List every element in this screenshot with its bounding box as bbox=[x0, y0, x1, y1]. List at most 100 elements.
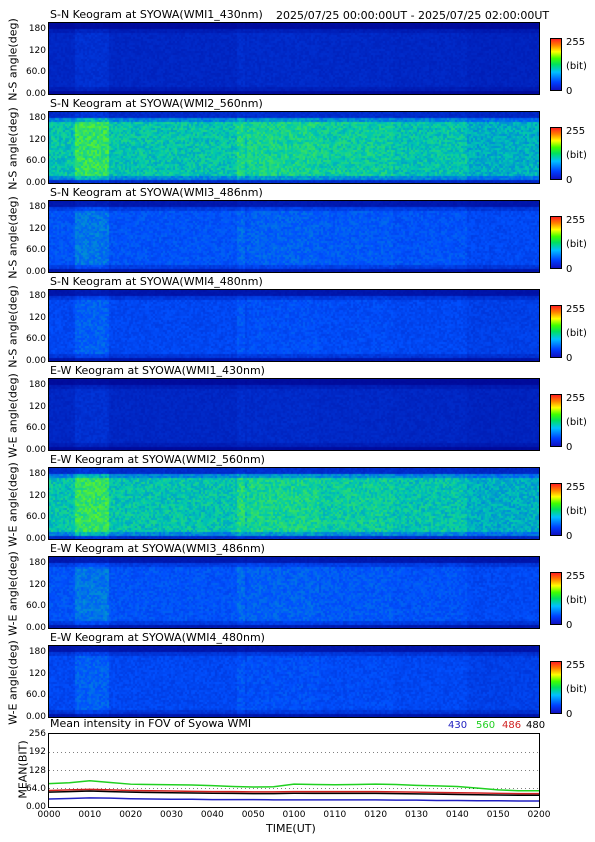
colorbar-label: (bit) bbox=[566, 595, 587, 606]
colorbar-label: 255 bbox=[566, 482, 586, 493]
x-tick: 0030 bbox=[160, 810, 183, 820]
colorbar-label: (bit) bbox=[566, 61, 587, 72]
keogram-title: E-W Keogram at SYOWA(WMI1_430nm) bbox=[50, 364, 265, 377]
colorbar-label: (bit) bbox=[566, 328, 587, 339]
legend-560: 560 bbox=[476, 720, 496, 731]
keogram-ytick: 0.00 bbox=[25, 534, 46, 544]
colorbar-label: 255 bbox=[566, 304, 586, 315]
keogram-ytick: 60.0 bbox=[25, 245, 46, 256]
keogram-ytick: 0.00 bbox=[25, 712, 46, 722]
x-tick: 0200 bbox=[527, 810, 551, 820]
mean-intensity-chart bbox=[48, 733, 540, 808]
colorbar bbox=[550, 394, 562, 447]
keogram-title: E-W Keogram at SYOWA(WMI4_480nm) bbox=[50, 631, 265, 644]
legend-430: 430 bbox=[448, 720, 468, 731]
keogram-ytick: 0.00 bbox=[25, 89, 46, 99]
keogram-title: S-N Keogram at SYOWA(WMI1_430nm) bbox=[50, 8, 263, 21]
colorbar bbox=[550, 661, 562, 714]
x-tick: 0050 bbox=[241, 810, 265, 820]
line-ytick: 128 bbox=[28, 765, 46, 776]
keogram-ytick: 60.0 bbox=[25, 690, 46, 701]
x-tick: 0020 bbox=[119, 810, 143, 820]
keogram-ytick: 180 bbox=[28, 113, 46, 123]
line-ytick: 0.00 bbox=[25, 802, 46, 812]
colorbar bbox=[550, 216, 562, 269]
series-line-486 bbox=[48, 788, 539, 795]
colorbar-label: (bit) bbox=[566, 506, 587, 517]
keogram-ytick: 60.0 bbox=[25, 512, 46, 523]
colorbar bbox=[550, 127, 562, 180]
header-range: 2025/07/25 00:00:00UT - 2025/07/25 02:00… bbox=[276, 9, 550, 22]
colorbar-label: 255 bbox=[566, 660, 586, 671]
keogram-ytick: 60.0 bbox=[25, 156, 46, 167]
colorbar-label: 0 bbox=[566, 86, 573, 97]
colorbar-label: (bit) bbox=[566, 239, 587, 250]
keogram-ytick: 120 bbox=[28, 312, 46, 323]
keogram-title: S-N Keogram at SYOWA(WMI3_486nm) bbox=[50, 186, 263, 199]
keogram-ytick: 0.00 bbox=[25, 356, 46, 366]
colorbar-label: 0 bbox=[566, 353, 573, 364]
colorbar bbox=[550, 572, 562, 625]
keogram-ytick: 180 bbox=[28, 558, 46, 568]
x-tick: 0150 bbox=[486, 810, 510, 820]
x-tick: 0010 bbox=[78, 810, 102, 820]
keogram-ytick: 180 bbox=[28, 24, 46, 34]
keogram-ytick: 180 bbox=[28, 202, 46, 212]
keogram-ytick: 60.0 bbox=[25, 423, 46, 434]
keogram-ytick: 0.00 bbox=[25, 623, 46, 633]
colorbar-label: 0 bbox=[566, 709, 573, 720]
line-ytick: 64.0 bbox=[25, 783, 46, 794]
keogram-image bbox=[48, 22, 540, 95]
x-tick: 0000 bbox=[37, 810, 61, 820]
colorbar-label: 0 bbox=[566, 175, 573, 186]
colorbar-label: (bit) bbox=[566, 417, 587, 428]
keogram-ytick: 180 bbox=[28, 647, 46, 657]
keogram-ytick: 0.00 bbox=[25, 267, 46, 277]
keogram-title: S-N Keogram at SYOWA(WMI2_560nm) bbox=[50, 97, 263, 110]
keogram-title: E-W Keogram at SYOWA(WMI2_560nm) bbox=[50, 453, 265, 466]
series-line-560 bbox=[48, 780, 539, 792]
x-tick: 0040 bbox=[200, 810, 224, 820]
colorbar bbox=[550, 483, 562, 536]
series-line-430 bbox=[48, 797, 539, 802]
colorbar-label: 0 bbox=[566, 442, 573, 453]
keogram-ytick: 120 bbox=[28, 223, 46, 234]
keogram-ytick: 0.00 bbox=[25, 178, 46, 188]
colorbar-label: (bit) bbox=[566, 150, 587, 161]
keogram-image bbox=[48, 200, 540, 273]
keogram-image bbox=[48, 645, 540, 718]
legend-486: 486 bbox=[502, 720, 522, 731]
colorbar-label: (bit) bbox=[566, 684, 587, 695]
x-tick: 0100 bbox=[282, 810, 306, 820]
line-ytick: 192 bbox=[28, 747, 46, 758]
keogram-ytick: 60.0 bbox=[25, 67, 46, 78]
x-tick: 0130 bbox=[405, 810, 428, 820]
keogram-ytick: 180 bbox=[28, 469, 46, 479]
keogram-ytick: 120 bbox=[28, 668, 46, 679]
colorbar-label: 0 bbox=[566, 531, 573, 542]
keogram-title: S-N Keogram at SYOWA(WMI4_480nm) bbox=[50, 275, 263, 288]
keogram-ytick: 120 bbox=[28, 490, 46, 501]
colorbar bbox=[550, 38, 562, 91]
x-tick: 0120 bbox=[364, 810, 388, 820]
colorbar-label: 0 bbox=[566, 264, 573, 275]
legend-480: 480 bbox=[526, 720, 546, 731]
keogram-ytick: 120 bbox=[28, 134, 46, 145]
colorbar-label: 255 bbox=[566, 393, 586, 404]
colorbar-label: 255 bbox=[566, 37, 586, 48]
colorbar-label: 255 bbox=[566, 215, 586, 226]
keogram-ytick: 180 bbox=[28, 380, 46, 390]
colorbar-label: 255 bbox=[566, 571, 586, 582]
line-ytick: 256 bbox=[28, 729, 46, 739]
keogram-image bbox=[48, 556, 540, 629]
keogram-ytick: 120 bbox=[28, 45, 46, 56]
keogram-ytick: 120 bbox=[28, 401, 46, 412]
x-tick: 0140 bbox=[445, 810, 469, 820]
colorbar-label: 0 bbox=[566, 620, 573, 631]
colorbar-label: 255 bbox=[566, 126, 586, 137]
keogram-ytick: 120 bbox=[28, 579, 46, 590]
x-axis-label: TIME(UT) bbox=[266, 822, 316, 835]
x-tick: 0110 bbox=[323, 810, 347, 820]
keogram-image bbox=[48, 289, 540, 362]
mean-intensity-title: Mean intensity in FOV of Syowa WMI bbox=[50, 717, 252, 730]
